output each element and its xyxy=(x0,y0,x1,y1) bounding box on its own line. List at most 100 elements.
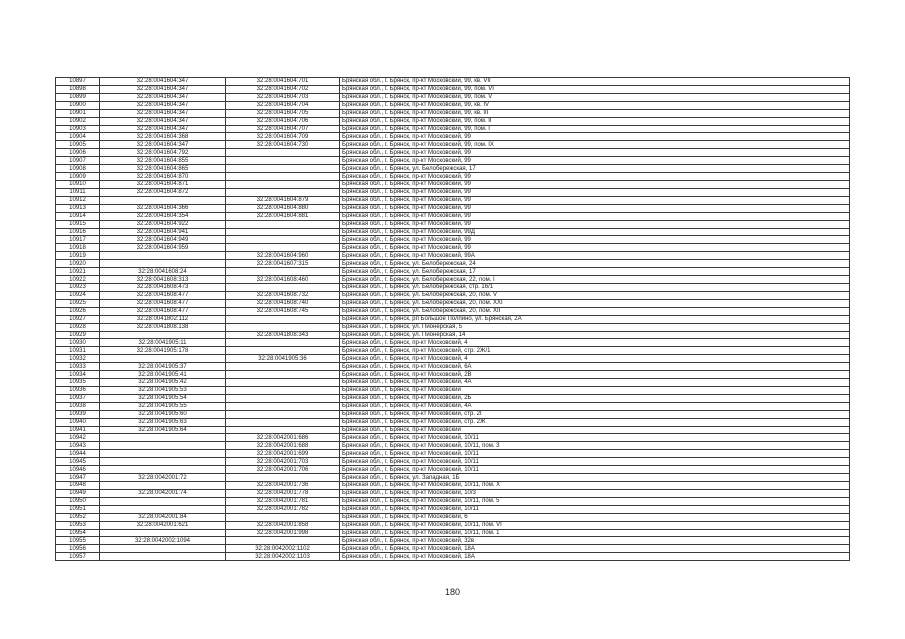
table-row: 10946 32:28:0042001:706 Брянская обл., г. … xyxy=(55,465,850,475)
cadastral-number-1-cell: 32:28:0041608:313 xyxy=(99,275,226,284)
table-row: 10952 32:28:0042001:84 Брянская обл., г. Б… xyxy=(55,512,850,522)
cadastral-number-1-cell: 32:28:0041608:477 xyxy=(99,306,226,316)
row-number-cell: 10947 xyxy=(55,473,100,483)
page-number: 180 xyxy=(444,587,461,597)
cadastral-number-2-cell: 32:28:0041808:343 xyxy=(225,330,340,340)
row-number-cell: 10908 xyxy=(55,164,100,174)
cadastral-number-1-cell: 32:28:0041604:792 xyxy=(99,148,226,158)
cadastral-number-2-cell xyxy=(225,362,340,372)
cadastral-number-1-cell: 32:28:0041905:53 xyxy=(99,385,226,395)
row-number-cell: 10930 xyxy=(55,338,100,348)
table-row: 10902 32:28:0041604:347 32:28:0041604:706 Б… xyxy=(55,116,850,126)
cadastral-number-1-cell xyxy=(99,433,226,443)
cadastral-number-2-cell xyxy=(225,148,340,158)
table-row: 10905 32:28:0041604:347 32:28:0041604:730 Б… xyxy=(55,140,850,150)
cadastral-number-1-cell: 32:28:0041604:347 xyxy=(99,108,226,118)
address-cell: Брянская обл., г. Брянск, пр-кт Московск… xyxy=(339,457,850,467)
row-number-cell: 10905 xyxy=(55,140,100,150)
row-number-cell: 10926 xyxy=(55,306,100,316)
table-row: 10915 32:28:0041604:922 Брянская обл., г. … xyxy=(55,219,850,229)
row-number-cell: 10937 xyxy=(55,393,100,403)
table-row: 10925 32:28:0041608:477 32:28:0041608:740 Б… xyxy=(55,298,850,308)
cadastral-number-2-cell: 32:28:0041608:732 xyxy=(225,290,340,300)
row-number-cell: 10911 xyxy=(55,187,100,197)
address-cell: Брянская обл., г. Брянск, пр-кт Московск… xyxy=(339,520,850,530)
table-row: 10936 32:28:0041905:53 Брянская обл., г. Б… xyxy=(55,385,850,395)
cadastral-number-1-cell: 32:28:0041604:872 xyxy=(99,187,226,197)
table-row: 10926 32:28:0041608:477 32:28:0041608:745 Б… xyxy=(55,306,850,316)
cadastral-number-1-cell xyxy=(99,354,226,364)
cadastral-number-2-cell: 32:28:0042001:706 xyxy=(225,465,340,475)
address-cell: Брянская обл., г. Брянск, ул. Белобережс… xyxy=(339,164,850,174)
address-cell: Брянская обл., г. Брянск, пр-кт Московск… xyxy=(339,552,850,562)
address-cell: Брянская обл., г. Брянск, пр-кт Московск… xyxy=(339,124,850,134)
cadastral-number-2-cell xyxy=(225,346,340,356)
cadastral-number-2-cell: 32:28:0041608:745 xyxy=(225,306,340,316)
cadastral-number-2-cell: 32:28:0042001:699 xyxy=(225,449,340,459)
cadastral-number-1-cell: 32:28:0041608:24 xyxy=(99,267,226,277)
cadastral-number-2-cell: 32:28:0041604:705 xyxy=(225,108,340,118)
cadastral-number-1-cell xyxy=(99,259,226,269)
row-number-cell: 10921 xyxy=(55,267,100,277)
address-cell: Брянская обл., г. Брянск, пр-кт Московск… xyxy=(339,393,850,403)
cadastral-number-1-cell: 32:28:0041905:11 xyxy=(99,338,226,348)
cadastral-number-1-cell: 32:28:0041905:64 xyxy=(99,425,226,435)
row-number-cell: 10898 xyxy=(55,84,100,94)
row-number-cell: 10906 xyxy=(55,148,100,158)
row-number-cell: 10956 xyxy=(55,544,100,554)
table-row: 10949 32:28:0042001:74 32:28:0042001:778 Бр… xyxy=(55,488,850,498)
row-number-cell: 10917 xyxy=(55,235,100,245)
cadastral-number-1-cell: 32:28:0041608:477 xyxy=(99,290,226,300)
cadastral-number-2-cell xyxy=(225,536,340,546)
row-number-cell: 10952 xyxy=(55,512,100,522)
cadastral-number-1-cell: 32:28:0041905:60 xyxy=(99,409,226,419)
table-row: 10938 32:28:0041905:55 Брянская обл., г. Б… xyxy=(55,401,850,411)
address-cell: Брянская обл., г. Брянск, пр-кт Московск… xyxy=(339,338,850,348)
address-cell: Брянская обл., г. Брянск, пр-кт Московск… xyxy=(339,496,850,506)
cadastral-number-2-cell: 32:28:0041604:879 xyxy=(225,195,340,205)
table-row: 10929 32:28:0041808:343 Брянская обл., г. … xyxy=(55,330,850,340)
cadastral-number-2-cell xyxy=(225,282,340,292)
cadastral-number-1-cell: 32:28:0041604:959 xyxy=(99,243,226,253)
row-number-cell: 10915 xyxy=(55,219,100,229)
address-cell: Брянская обл., г. Брянск, ул. Белобережс… xyxy=(339,259,850,269)
cadastral-number-2-cell: 32:28:0041607:315 xyxy=(225,259,340,269)
row-number-cell: 10901 xyxy=(55,108,100,118)
cadastral-number-2-cell: 32:28:0041604:707 xyxy=(225,124,340,134)
row-number-cell: 10957 xyxy=(55,552,100,562)
cadastral-number-2-cell xyxy=(225,370,340,380)
cadastral-number-2-cell xyxy=(225,243,340,253)
address-cell: Брянская обл., г. Брянск, пр-кт Московск… xyxy=(339,211,850,221)
row-number-cell: 10938 xyxy=(55,401,100,411)
cadastral-number-2-cell: 32:28:0042001:688 xyxy=(225,441,340,451)
row-number-cell: 10950 xyxy=(55,496,100,506)
cadastral-number-2-cell xyxy=(225,267,340,277)
row-number-cell: 10927 xyxy=(55,314,100,324)
cadastral-number-2-cell: 32:28:0041604:703 xyxy=(225,92,340,102)
cadastral-number-2-cell xyxy=(225,227,340,237)
cadastral-number-2-cell: 32:28:0042001:703 xyxy=(225,457,340,467)
table-row: 10932 32:28:0041905:36 Брянская обл., г. Б… xyxy=(55,354,850,364)
cadastral-number-2-cell xyxy=(225,338,340,348)
address-cell: Брянская обл., г. Брянск, пр-кт Московск… xyxy=(339,219,850,229)
table-row: 10927 32:28:0041802:112 Брянская обл., г. … xyxy=(55,314,850,324)
table-row: 10919 32:28:0041604:960 Брянская обл., г. … xyxy=(55,251,850,261)
cadastral-number-1-cell: 32:28:0041905:41 xyxy=(99,370,226,380)
row-number-cell: 10913 xyxy=(55,203,100,213)
cadastral-number-2-cell: 32:28:0041604:704 xyxy=(225,100,340,110)
table-row: 10947 32:28:0042001:72 Брянская обл., г. Б… xyxy=(55,473,850,483)
address-cell: Брянская обл., г. Брянск, ул. Белобережс… xyxy=(339,298,850,308)
cadastral-number-1-cell: 32:28:0041604:347 xyxy=(99,77,226,86)
cadastral-number-1-cell: 32:28:0041905:63 xyxy=(99,417,226,427)
cadastral-number-1-cell: 32:28:0041604:347 xyxy=(99,92,226,102)
table-row: 10901 32:28:0041604:347 32:28:0041604:705 Б… xyxy=(55,108,850,118)
row-number-cell: 10897 xyxy=(55,77,100,86)
cadastral-number-1-cell xyxy=(99,481,226,490)
address-cell: Брянская обл., г. Брянск, пр-кт Московск… xyxy=(339,378,850,387)
table-row: 10916 32:28:0041604:941 Брянская обл., г. … xyxy=(55,227,850,237)
table-row: 10920 32:28:0041607:315 Брянская обл., г. … xyxy=(55,259,850,269)
cadastral-number-2-cell: 32:28:0042001:778 xyxy=(225,488,340,498)
cadastral-number-1-cell: 32:28:0042001:74 xyxy=(99,488,226,498)
cadastral-number-2-cell xyxy=(225,401,340,411)
table-row: 10941 32:28:0041905:64 Брянская обл., г. Б… xyxy=(55,425,850,435)
